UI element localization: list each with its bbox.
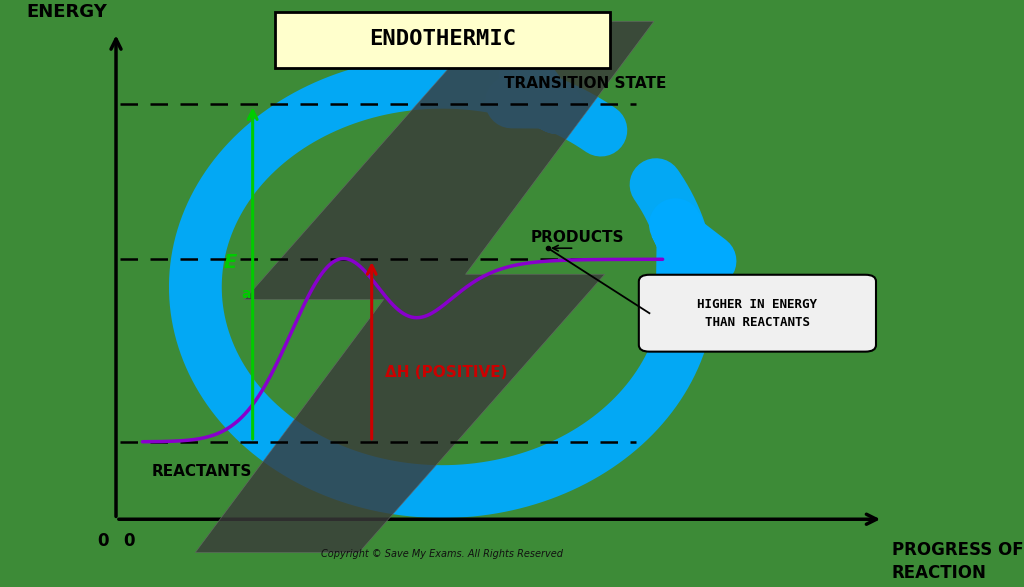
Text: E: E bbox=[223, 252, 237, 272]
Text: a: a bbox=[242, 287, 251, 301]
Text: ENDOTHERMIC: ENDOTHERMIC bbox=[369, 29, 516, 49]
Polygon shape bbox=[196, 21, 653, 552]
Text: 0: 0 bbox=[124, 532, 135, 551]
FancyBboxPatch shape bbox=[639, 275, 876, 352]
FancyBboxPatch shape bbox=[274, 12, 609, 69]
Text: PRODUCTS: PRODUCTS bbox=[530, 231, 624, 245]
Text: HIGHER IN ENERGY
THAN REACTANTS: HIGHER IN ENERGY THAN REACTANTS bbox=[697, 298, 817, 329]
Text: ENERGY: ENERGY bbox=[27, 4, 108, 21]
Text: ΔH (POSITIVE): ΔH (POSITIVE) bbox=[385, 365, 508, 380]
Text: REACTANTS: REACTANTS bbox=[152, 464, 252, 479]
Text: 0: 0 bbox=[97, 532, 109, 551]
Text: TRANSITION STATE: TRANSITION STATE bbox=[504, 76, 667, 90]
Text: PROGRESS OF
REACTION: PROGRESS OF REACTION bbox=[892, 541, 1024, 582]
Text: Copyright © Save My Exams. All Rights Reserved: Copyright © Save My Exams. All Rights Re… bbox=[322, 549, 563, 559]
